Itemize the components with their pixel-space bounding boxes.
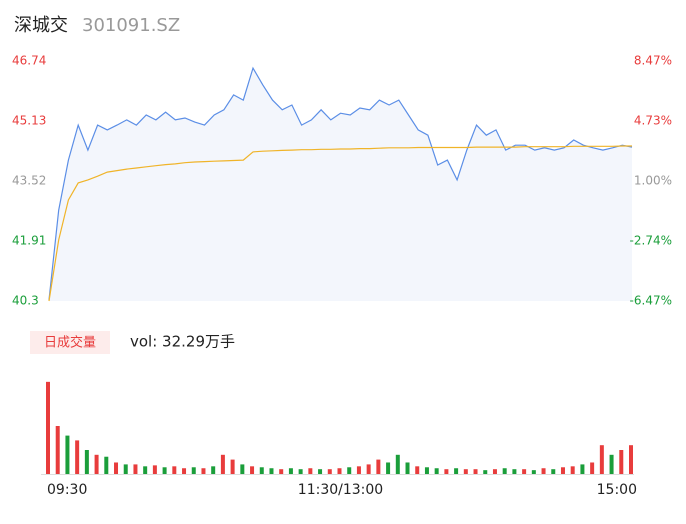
volume-bar	[560, 467, 565, 474]
volume-bar	[522, 469, 527, 474]
y2-tick-label: -6.47%	[630, 294, 672, 308]
volume-bar	[502, 468, 507, 474]
volume-bar	[570, 466, 575, 474]
volume-bar	[182, 468, 187, 474]
y2-tick-label: 8.47%	[634, 54, 672, 68]
volume-bar	[444, 469, 449, 474]
volume-bar	[347, 467, 352, 474]
volume-bar	[279, 469, 284, 474]
volume-bar	[250, 466, 255, 474]
y2-tick-label: -2.74%	[630, 234, 672, 248]
volume-bar	[84, 450, 89, 474]
volume-bar	[483, 470, 488, 474]
volume-bar	[162, 467, 167, 474]
volume-bar	[415, 466, 420, 474]
volume-bar	[114, 462, 119, 474]
volume-bar	[512, 469, 517, 474]
volume-bar	[356, 466, 361, 474]
volume-bar	[629, 445, 633, 474]
volume-bar	[55, 426, 60, 474]
volume-bar	[337, 468, 342, 474]
volume-bar	[318, 469, 323, 474]
volume-bar	[269, 468, 274, 474]
volume-bar	[230, 459, 235, 474]
price-area	[49, 68, 632, 301]
volume-bar	[454, 468, 459, 474]
volume-bar	[211, 466, 216, 474]
volume-bar	[541, 468, 546, 474]
volume-bar	[133, 464, 138, 474]
volume-bar	[65, 435, 70, 474]
volume-bar	[288, 468, 293, 474]
volume-bar	[492, 469, 497, 474]
volume-bar	[376, 459, 381, 474]
volume-bar	[104, 456, 109, 474]
y-tick-label: 41.91	[12, 234, 46, 248]
volume-bar	[123, 464, 128, 474]
y-tick-label: 43.52	[12, 174, 46, 188]
volume-bar	[551, 469, 556, 474]
volume-bar	[434, 468, 439, 474]
x-tick-label: 11:30/13:00	[298, 482, 383, 498]
y2-tick-label: 1.00%	[634, 174, 672, 188]
volume-bar	[609, 454, 614, 474]
volume-bar	[143, 466, 148, 474]
volume-tab	[30, 331, 110, 354]
volume-bar	[424, 467, 429, 474]
volume-bar	[386, 462, 391, 474]
volume-bar	[366, 464, 371, 474]
price-line	[48, 66, 633, 300]
volume-bar	[259, 467, 264, 474]
volume-bar	[327, 469, 332, 474]
volume-bar	[590, 462, 595, 474]
volume-bar	[463, 469, 468, 474]
volume-bar	[405, 462, 410, 474]
y2-tick-label: 4.73%	[634, 114, 672, 128]
volume-bar	[46, 381, 50, 474]
volume-bar	[308, 468, 313, 474]
average-line	[48, 145, 632, 302]
volume-bar	[240, 464, 245, 474]
volume-title: 日成交量	[44, 335, 96, 351]
volume-bar	[191, 467, 196, 474]
volume-bar	[75, 440, 80, 474]
volume-bar	[395, 454, 400, 474]
volume-bar	[220, 454, 225, 474]
y-tick-label: 45.13	[12, 114, 46, 128]
volume-label: vol: 32.29万手	[130, 333, 235, 351]
volume-bar	[201, 468, 206, 474]
stock-code: 301091.SZ	[82, 15, 180, 36]
volume-bar	[599, 445, 604, 474]
volume-bar	[298, 469, 303, 474]
volume-bar	[172, 466, 177, 474]
stock-name: 深城交	[14, 15, 68, 36]
volume-bar	[580, 464, 585, 474]
volume-bar	[531, 470, 536, 474]
volume-bar	[94, 454, 99, 474]
volume-bar	[152, 465, 157, 474]
y-tick-label: 40.3	[12, 294, 39, 308]
volume-bar	[619, 450, 624, 474]
x-tick-label: 09:30	[47, 482, 87, 498]
y-tick-label: 46.74	[12, 54, 46, 68]
x-tick-label: 15:00	[597, 482, 637, 498]
volume-bar	[473, 469, 478, 474]
